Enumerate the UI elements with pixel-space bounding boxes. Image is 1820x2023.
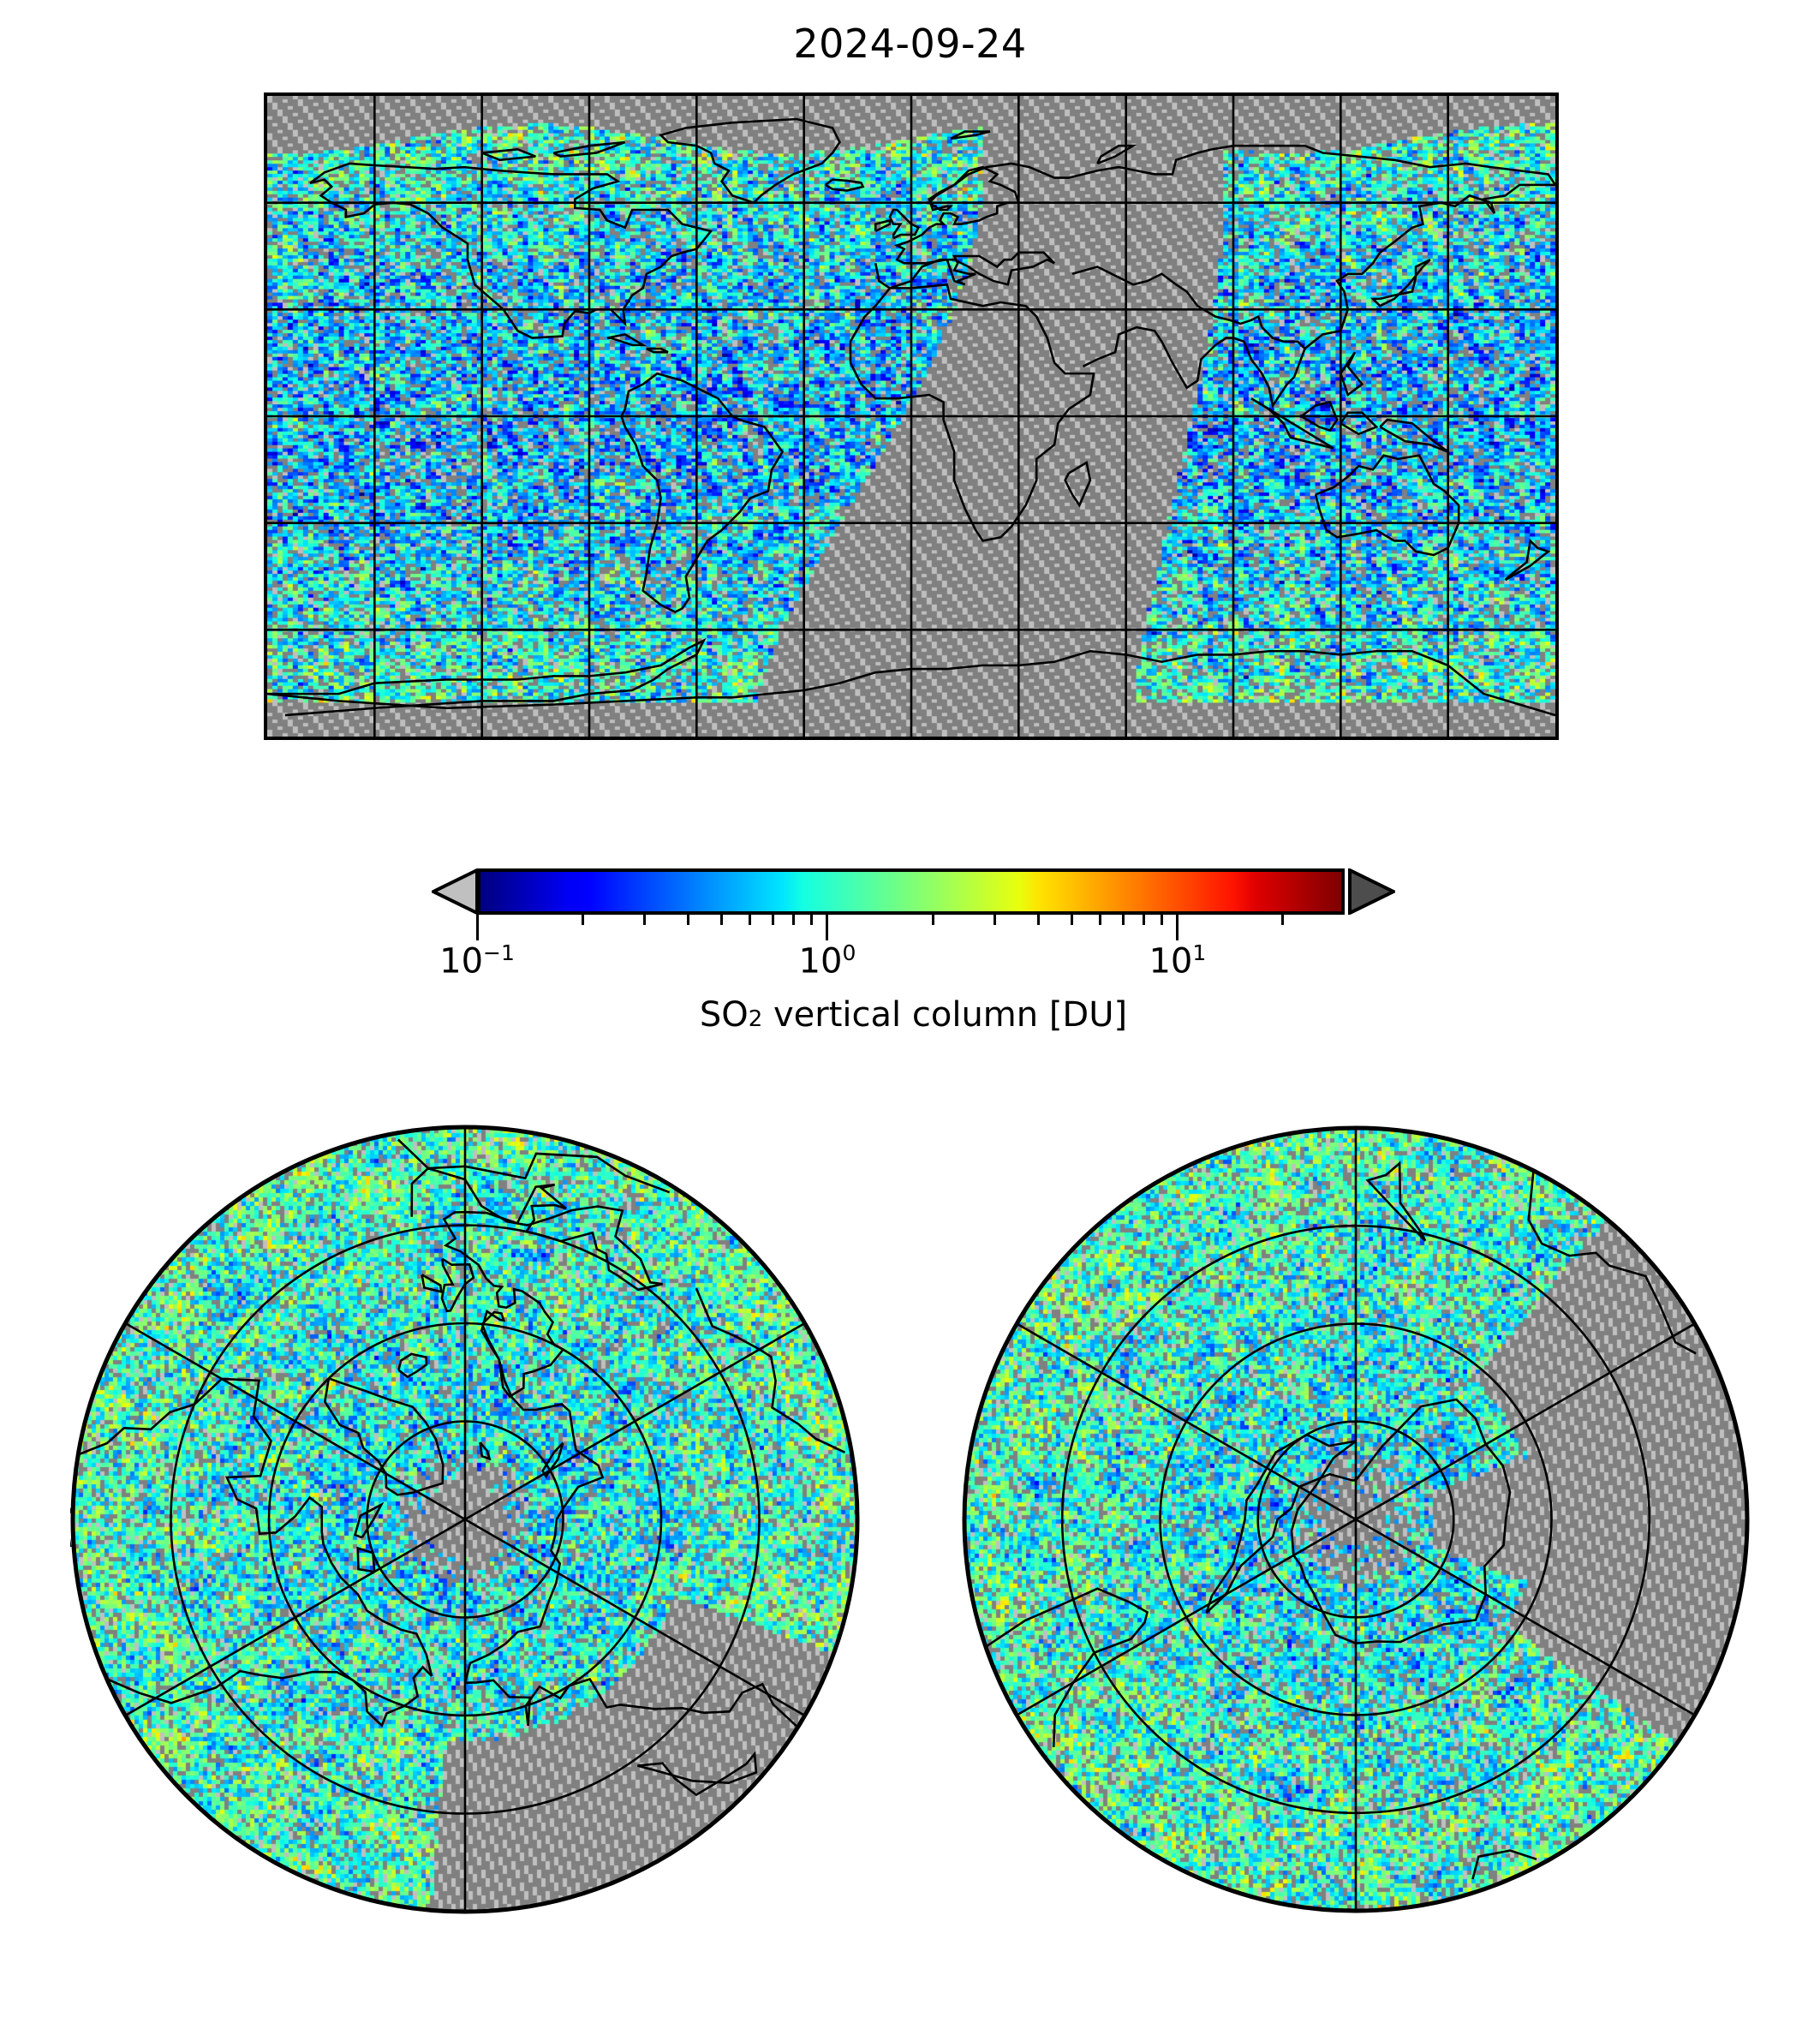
colorbar-minor-tick	[791, 915, 795, 925]
colorbar-label-subscript: 2	[748, 1006, 763, 1032]
colorbar-minor-tick	[720, 915, 724, 925]
colorbar-label-suffix: vertical column [DU]	[762, 995, 1128, 1035]
colorbar-label-prefix: SO	[699, 995, 749, 1035]
colorbar-minor-tick	[1160, 915, 1163, 925]
colorbar-tick-label: 101	[1149, 940, 1207, 982]
colorbar-minor-tick	[772, 915, 775, 925]
north-polar-coastlines-and-graticule	[70, 1125, 860, 1914]
south-polar-panel	[962, 1125, 1750, 1913]
colorbar-under-arrow-icon	[432, 868, 479, 915]
colorbar-tick-labels: 10−1 100 101	[432, 940, 1395, 992]
colorbar: 10−1 100 101 SO2 vertical column [DU]	[432, 865, 1395, 1036]
colorbar-minor-tick	[1122, 915, 1125, 925]
colorbar-minor-tick	[809, 915, 813, 925]
colorbar-major-tick	[826, 915, 829, 940]
colorbar-minor-tick	[1036, 915, 1040, 925]
colorbar-minor-tick	[581, 915, 584, 925]
colorbar-minor-tick	[642, 915, 646, 925]
global-coastlines-and-graticule	[267, 96, 1555, 737]
colorbar-minor-tick	[686, 915, 689, 925]
colorbar-over-arrow-icon	[1348, 868, 1395, 915]
figure-title: 2024-09-24	[793, 21, 1027, 67]
colorbar-ticks	[432, 915, 1395, 940]
colorbar-minor-tick	[748, 915, 751, 925]
colorbar-axis-label: SO2 vertical column [DU]	[432, 995, 1395, 1035]
colorbar-minor-tick	[1142, 915, 1145, 925]
colorbar-minor-tick	[1281, 915, 1285, 925]
colorbar-minor-tick	[931, 915, 934, 925]
colorbar-tick-label: 10−1	[439, 940, 515, 982]
global-map-panel	[264, 92, 1559, 740]
colorbar-gradient	[477, 868, 1345, 915]
colorbar-minor-tick	[993, 915, 996, 925]
north-polar-panel	[70, 1125, 860, 1914]
colorbar-minor-tick	[1098, 915, 1101, 925]
colorbar-tick-label: 100	[798, 940, 856, 982]
south-polar-coastlines-and-graticule	[962, 1125, 1750, 1913]
colorbar-major-tick	[475, 915, 479, 940]
colorbar-bar	[432, 868, 1395, 915]
colorbar-minor-tick	[1071, 915, 1074, 925]
colorbar-major-tick	[1176, 915, 1179, 940]
